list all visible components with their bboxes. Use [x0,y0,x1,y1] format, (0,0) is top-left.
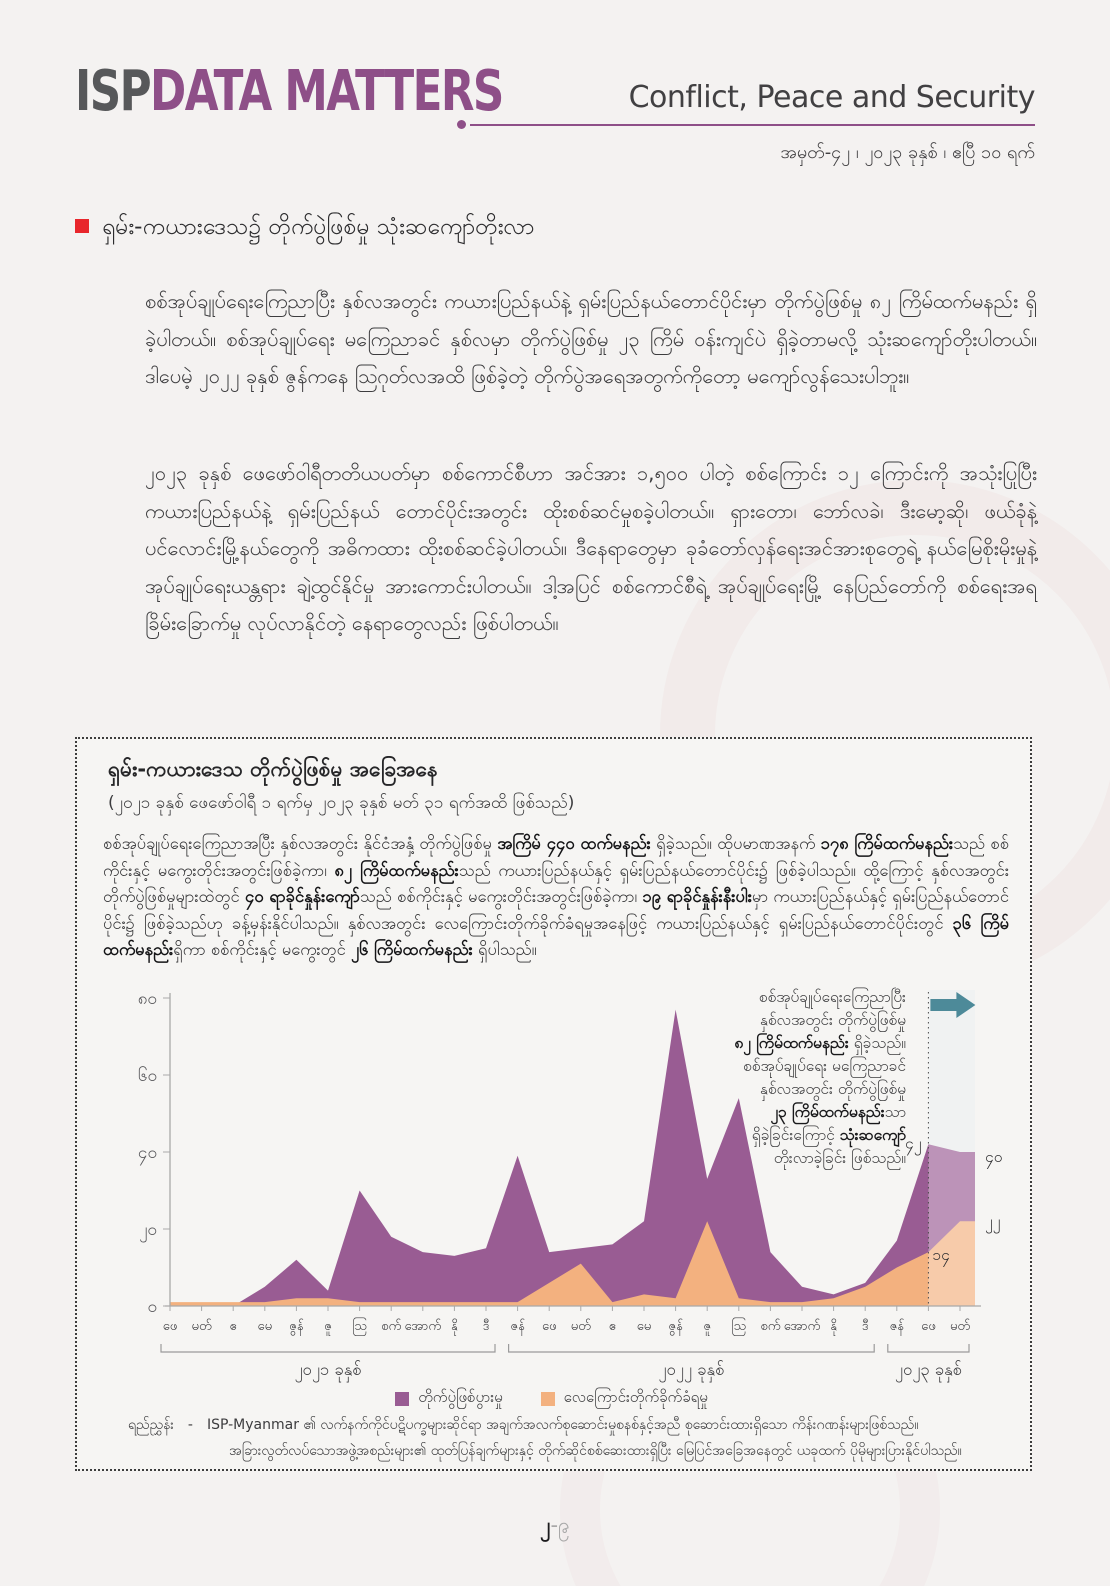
infobox-body: စစ်အုပ်ချုပ်ရေးကြေညာအပြီး နှစ်လအတွင်း နိ… [103,834,1010,959]
conflict-area-chart: ၀၂၀၄၀၆၀၈၀ဖေ မတ်ဧမေ ဇွန် ဇူ သြ စက် အောက် နို ဒီ ဇန… [138,989,1003,1383]
legend-item: တိုက်ပွဲဖြစ်ပွားမှု [395,1388,503,1410]
svg-text:ဒီ: ဒီ [862,1318,869,1334]
svg-text:အောက်: အောက် [405,1318,442,1334]
legend-swatch [540,1392,555,1406]
legend-swatch [395,1392,410,1406]
svg-text:ဧ: ဧ [230,1319,238,1334]
svg-text:မေ: မေ [258,1319,273,1334]
svg-text:၂၀၂၃ ခုနှစ်: ၂၀၂၃ ခုနှစ် [895,1359,962,1383]
page-number-light: -၉ [550,1513,570,1537]
svg-text:၁၄: ၁၄ [932,1246,950,1267]
svg-text:သြ: သြ [352,1317,367,1336]
article-paragraph-1: စစ်အုပ်ချုပ်ရေးကြေညာပြီး နှစ်လအတွင်း ကယာ… [145,289,1037,388]
svg-text:၀: ၀ [147,1297,157,1317]
svg-text:ဖေ: ဖေ [542,1319,557,1334]
legend-label: လေကြောင်းတိုက်ခိုက်ခံရမှု [563,1388,708,1406]
red-square-bullet [75,219,89,233]
svg-text:နို: နို [451,1318,458,1336]
infobox [75,737,1032,1471]
brand-logo: ISPDATA MATTERS [75,64,504,120]
issue-meta: အမှတ်-၄၂ ၊ ၂၀၂၃ ခုနှစ် ၊ ဧပြီ ၁၀ ရက် [780,142,1035,163]
svg-text:ဇန်: ဇန် [510,1318,525,1336]
footnote: ရည်ညွှန်း - ISP-Myanmar ၏ လက်နက်ကိုင်ပဋိ… [128,1412,1010,1464]
svg-text:ဇန်: ဇန် [890,1318,905,1336]
svg-text:မေ: မေ [637,1319,652,1334]
chart-annotation: စစ်အုပ်ချုပ်ရေးကြေညာပြီး နှစ်လအတွင်း တိုက… [734,988,906,1167]
svg-text:ဇွန်: ဇွန် [668,1318,683,1336]
header-rule [457,120,1035,129]
infobox-subtitle: (၂၀၂၁ ခုနှစ် ဖေဖော်ဝါရီ ၁ ရက်မှ ၂၀၂၃ ခုန… [108,793,575,813]
svg-text:မတ်: မတ် [571,1318,591,1334]
svg-text:၂၀: ၂၀ [139,1220,157,1243]
svg-text:မတ်: မတ် [950,1318,970,1334]
svg-text:၄၀: ၄၀ [985,1148,1002,1169]
svg-text:ဖေ: ဖေ [921,1319,936,1334]
svg-text:၂၂: ၂၂ [985,1212,1000,1233]
svg-text:ဇူ: ဇူ [324,1319,332,1336]
svg-text:၄၀: ၄၀ [138,1143,157,1166]
page-number: ၂-၉ [0,1512,1110,1543]
svg-text:၂၀၂၂ ခုနှစ်: ၂၀၂၂ ခုနှစ် [658,1359,724,1383]
svg-text:၂၀၂၁ ခုနှစ်: ၂၀၂၁ ခုနှစ် [294,1359,361,1383]
svg-text:၆၀: ၆၀ [138,1065,157,1086]
brand-isp: ISP [75,59,152,124]
infobox-title: ရှမ်း-ကယားဒေသ တိုက်ပွဲဖြစ်မှု အခြေအနေ [108,757,438,781]
legend-item: လေကြောင်းတိုက်ခိုက်ခံရမှု [540,1388,708,1410]
svg-text:အောက်: အောက် [784,1318,821,1334]
svg-text:ဧ: ဧ [609,1319,617,1334]
svg-text:ဇူ: ဇူ [703,1319,711,1336]
footnote-label: ရည်ညွှန်း [128,1417,174,1433]
svg-text:၈၀: ၈၀ [138,989,157,1009]
brand-data-matters: DATA MATTERS [150,59,504,124]
svg-text:ဖေ: ဖေ [163,1319,178,1334]
highlight-arrow-icon [930,992,976,1018]
footnote-dash: - [187,1417,193,1433]
article-title-row: ရှမ်း-ကယားဒေသ၌ တိုက်ပွဲဖြစ်မှု သုံးဆကျော… [75,210,1005,244]
header-topic: Conflict, Peace and Security [628,80,1036,115]
svg-text:၄၂: ၄၂ [905,1134,921,1155]
svg-text:ဒီ: ဒီ [483,1318,490,1334]
svg-text:စက်: စက် [381,1318,401,1334]
svg-text:မတ်: မတ် [192,1318,212,1334]
footnote-line-1: ISP-Myanmar ၏ လက်နက်ကိုင်ပဋိပက္ခများဆိုင… [206,1417,919,1433]
article-paragraph-2: ၂၀၂၃ ခုနှစ် ဖေဖော်ဝါရီတတိယပတ်မှာ စစ်ကောင… [145,461,1037,635]
header-rule-dot [457,120,466,129]
legend-label: တိုက်ပွဲဖြစ်ပွားမှု [418,1388,503,1406]
svg-text:စက်: စက် [760,1318,780,1334]
svg-text:သြ: သြ [731,1317,746,1336]
page-number-dark: ၂ [540,1513,551,1537]
svg-text:ဇွန်: ဇွန် [289,1318,304,1336]
footnote-text: ISP-Myanmar ၏ လက်နက်ကိုင်ပဋိပက္ခများဆိုင… [207,1412,962,1464]
article-title: ရှမ်း-ကယားဒေသ၌ တိုက်ပွဲဖြစ်မှု သုံးဆကျော… [102,214,535,240]
svg-text:နို: နို [830,1318,837,1336]
footnote-line-2: အခြားလွတ်လပ်သောအဖွဲ့အစည်းများ၏ ထုတ်ပြန်ခ… [228,1443,962,1459]
chart-legend: တိုက်ပွဲဖြစ်ပွားမှု လေကြောင်းတိုက်ခိုက်ခံ… [75,1388,1028,1410]
